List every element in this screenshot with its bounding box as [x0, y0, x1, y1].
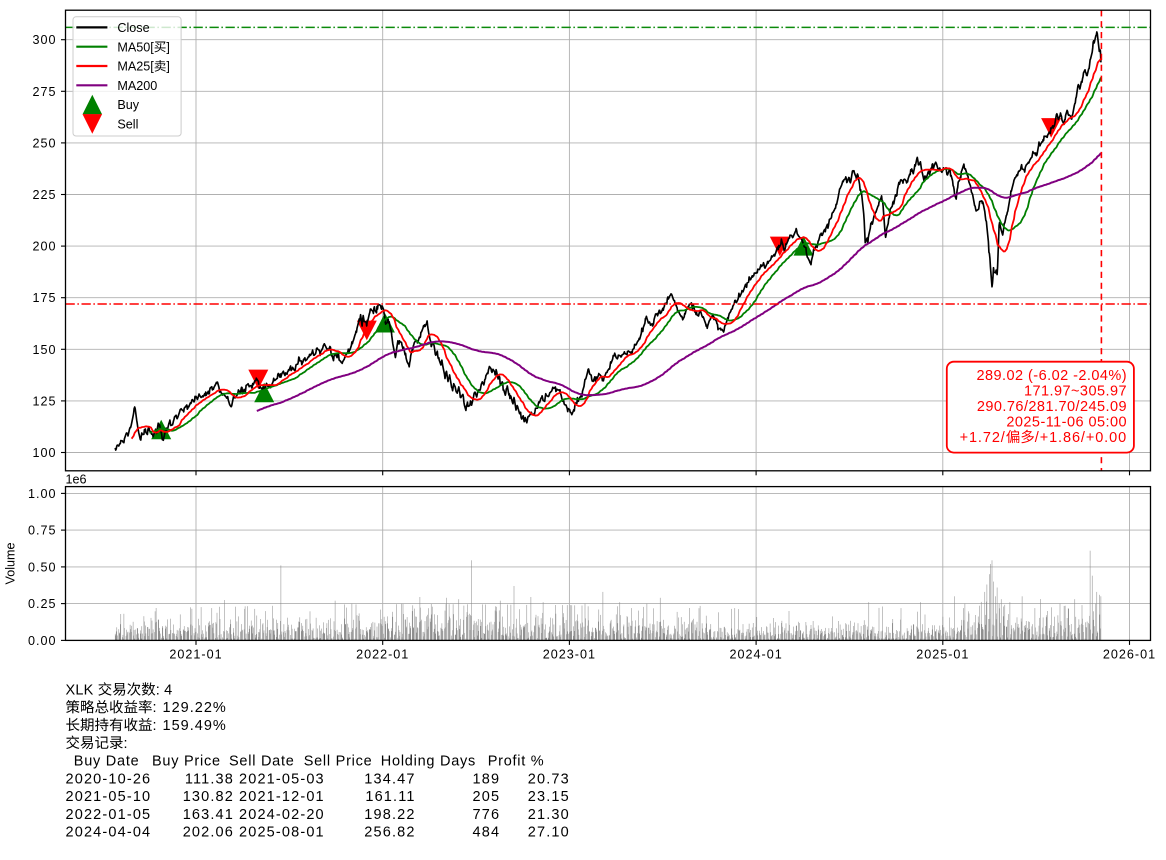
svg-text:: 159.49%: : 159.49%	[153, 718, 227, 734]
svg-text:290.76/281.70/245.09: 290.76/281.70/245.09	[977, 399, 1127, 415]
svg-text:]: ]	[166, 60, 170, 74]
svg-text:225: 225	[32, 188, 56, 202]
svg-text:163.41: 163.41	[183, 807, 234, 823]
svg-text:134.47: 134.47	[364, 771, 415, 787]
svg-text:Close: Close	[117, 21, 149, 35]
svg-text:202.06: 202.06	[183, 825, 234, 841]
svg-text:130.82: 130.82	[183, 789, 234, 805]
svg-text:0.00: 0.00	[28, 634, 57, 648]
svg-text:2024-02-20: 2024-02-20	[239, 807, 325, 823]
svg-text:MA50[: MA50[	[117, 40, 154, 54]
svg-text:1.00: 1.00	[28, 487, 57, 501]
svg-text:0.50: 0.50	[28, 560, 57, 574]
svg-text:Buy Price: Buy Price	[152, 754, 221, 770]
svg-text:2023-01: 2023-01	[543, 647, 596, 661]
svg-text:/+1.86/+0.00: /+1.86/+0.00	[1035, 430, 1127, 446]
svg-text:2021-01: 2021-01	[169, 647, 222, 661]
svg-text:2024-04-04: 2024-04-04	[66, 825, 152, 841]
svg-text:20.73: 20.73	[528, 771, 570, 787]
svg-text:2021-05-10: 2021-05-10	[66, 789, 152, 805]
svg-text:125: 125	[32, 394, 56, 408]
svg-text:484: 484	[473, 825, 501, 841]
svg-text:Sell: Sell	[117, 118, 138, 132]
svg-text:2022-01-05: 2022-01-05	[66, 807, 152, 823]
svg-text:275: 275	[32, 85, 56, 99]
svg-text:2024-01: 2024-01	[729, 647, 782, 661]
svg-text:2025-11-06 05:00: 2025-11-06 05:00	[1006, 415, 1127, 431]
svg-text:289.02 (-6.02 -2.04%): 289.02 (-6.02 -2.04%)	[976, 368, 1127, 384]
svg-text:: 129.22%: : 129.22%	[153, 700, 227, 716]
svg-text:2025-08-01: 2025-08-01	[239, 825, 325, 841]
svg-text:Volume: Volume	[4, 542, 18, 584]
svg-text:23.15: 23.15	[528, 789, 570, 805]
svg-text:1e6: 1e6	[66, 473, 87, 487]
svg-text:MA200: MA200	[117, 79, 157, 93]
svg-text:2021-12-01: 2021-12-01	[239, 789, 325, 805]
svg-text:2021-05-03: 2021-05-03	[239, 771, 325, 787]
svg-text:175: 175	[32, 291, 56, 305]
svg-text:2022-01: 2022-01	[356, 647, 409, 661]
svg-text:0.25: 0.25	[28, 597, 57, 611]
svg-text:Buy: Buy	[117, 98, 139, 112]
svg-text::: :	[124, 736, 128, 752]
svg-text:+1.72/: +1.72/	[960, 430, 1006, 446]
svg-text:]: ]	[166, 40, 170, 54]
svg-text:150: 150	[32, 343, 56, 357]
svg-text:171.97~305.97: 171.97~305.97	[1024, 384, 1127, 400]
svg-text:100: 100	[32, 446, 56, 460]
svg-text:250: 250	[32, 136, 56, 150]
svg-text:200: 200	[32, 240, 56, 254]
svg-text:MA25[: MA25[	[117, 60, 154, 74]
svg-text:Sell Date: Sell Date	[229, 754, 295, 770]
svg-text:111.38: 111.38	[185, 771, 234, 787]
svg-text:XLK: XLK	[66, 683, 94, 699]
svg-text:161.11: 161.11	[365, 789, 415, 805]
svg-text:2020-10-26: 2020-10-26	[66, 771, 152, 787]
svg-text:Sell Price: Sell Price	[304, 754, 373, 770]
svg-text:Holding Days: Holding Days	[381, 754, 476, 770]
svg-text:300: 300	[32, 33, 56, 47]
svg-text:189: 189	[473, 771, 501, 787]
svg-text:256.82: 256.82	[364, 825, 415, 841]
svg-text:0.75: 0.75	[28, 524, 57, 538]
svg-text:198.22: 198.22	[364, 807, 415, 823]
svg-text:27.10: 27.10	[528, 825, 570, 841]
svg-text:2025-01: 2025-01	[916, 647, 969, 661]
svg-text:776: 776	[473, 807, 501, 823]
svg-text:205: 205	[473, 789, 501, 805]
svg-text:: 4: : 4	[156, 683, 173, 699]
svg-text:21.30: 21.30	[528, 807, 570, 823]
svg-text:Profit %: Profit %	[488, 754, 545, 770]
svg-text:Buy Date: Buy Date	[74, 754, 140, 770]
svg-text:2026-01: 2026-01	[1103, 647, 1156, 661]
